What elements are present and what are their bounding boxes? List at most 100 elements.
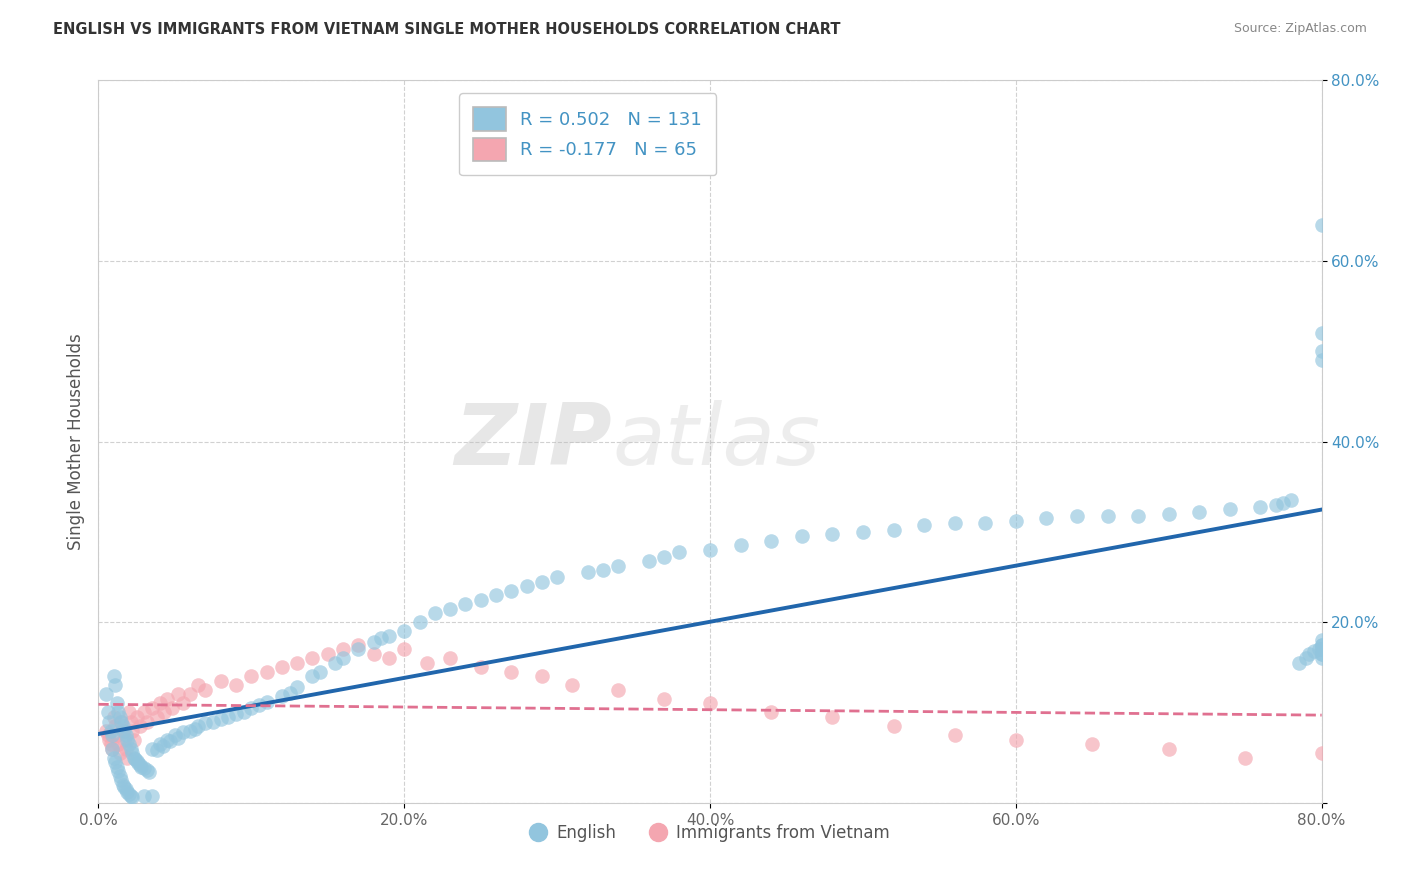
- Point: [94, 723, 117, 738]
- Point: [194, 716, 217, 731]
- Point: [1004, 514, 1026, 528]
- Point: [117, 750, 139, 764]
- Point: [408, 615, 430, 630]
- Point: [121, 746, 143, 760]
- Y-axis label: Single Mother Households: Single Mother Households: [66, 334, 84, 549]
- Point: [127, 756, 149, 770]
- Point: [730, 538, 752, 552]
- Point: [149, 737, 172, 751]
- Point: [141, 701, 163, 715]
- Point: [184, 722, 207, 736]
- Point: [156, 692, 179, 706]
- Point: [1128, 508, 1150, 523]
- Point: [118, 706, 141, 720]
- Point: [1310, 651, 1333, 665]
- Point: [111, 778, 134, 792]
- Point: [159, 734, 181, 748]
- Point: [1219, 502, 1241, 516]
- Point: [270, 690, 292, 704]
- Point: [1310, 344, 1333, 359]
- Point: [699, 542, 721, 557]
- Point: [110, 714, 132, 729]
- Point: [100, 737, 122, 751]
- Point: [943, 516, 966, 530]
- Point: [149, 697, 172, 711]
- Point: [316, 647, 339, 661]
- Point: [546, 570, 568, 584]
- Point: [156, 732, 179, 747]
- Point: [141, 741, 163, 756]
- Point: [98, 732, 121, 747]
- Point: [699, 697, 721, 711]
- Point: [301, 669, 323, 683]
- Point: [1272, 496, 1295, 510]
- Point: [974, 516, 997, 530]
- Point: [637, 554, 661, 568]
- Point: [105, 760, 128, 774]
- Point: [883, 719, 905, 733]
- Point: [97, 728, 120, 742]
- Point: [439, 601, 461, 615]
- Point: [101, 741, 124, 756]
- Point: [163, 728, 186, 742]
- Point: [122, 750, 145, 764]
- Point: [209, 712, 232, 726]
- Point: [668, 545, 690, 559]
- Point: [1066, 508, 1088, 523]
- Point: [247, 698, 270, 713]
- Point: [423, 606, 446, 620]
- Point: [145, 710, 167, 724]
- Point: [121, 723, 143, 738]
- Point: [107, 706, 129, 720]
- Point: [530, 669, 553, 683]
- Point: [129, 760, 152, 774]
- Point: [141, 789, 163, 803]
- Point: [607, 682, 630, 697]
- Point: [270, 660, 292, 674]
- Text: atlas: atlas: [612, 400, 820, 483]
- Point: [110, 714, 132, 729]
- Point: [118, 737, 141, 751]
- Point: [172, 697, 194, 711]
- Point: [301, 651, 323, 665]
- Point: [332, 642, 354, 657]
- Point: [1310, 642, 1333, 657]
- Point: [332, 651, 354, 665]
- Point: [103, 669, 125, 683]
- Point: [103, 750, 125, 764]
- Point: [439, 651, 461, 665]
- Point: [121, 790, 143, 805]
- Point: [128, 757, 150, 772]
- Point: [516, 579, 538, 593]
- Point: [115, 782, 138, 797]
- Point: [152, 739, 174, 753]
- Point: [325, 656, 347, 670]
- Point: [112, 780, 135, 794]
- Point: [1264, 498, 1286, 512]
- Point: [108, 746, 131, 760]
- Point: [278, 685, 301, 699]
- Point: [179, 723, 201, 738]
- Point: [561, 678, 583, 692]
- Point: [470, 660, 492, 674]
- Point: [107, 764, 129, 779]
- Point: [225, 707, 247, 722]
- Point: [125, 754, 148, 768]
- Point: [217, 710, 239, 724]
- Point: [115, 728, 138, 742]
- Point: [943, 728, 966, 742]
- Point: [1310, 746, 1333, 760]
- Point: [225, 678, 247, 692]
- Point: [392, 642, 416, 657]
- Point: [136, 764, 159, 778]
- Point: [122, 732, 145, 747]
- Point: [1081, 737, 1104, 751]
- Point: [240, 669, 263, 683]
- Point: [378, 651, 401, 665]
- Point: [1234, 750, 1257, 764]
- Point: [94, 687, 117, 701]
- Point: [1310, 633, 1333, 648]
- Point: [98, 714, 121, 729]
- Point: [179, 687, 201, 701]
- Point: [1310, 647, 1333, 661]
